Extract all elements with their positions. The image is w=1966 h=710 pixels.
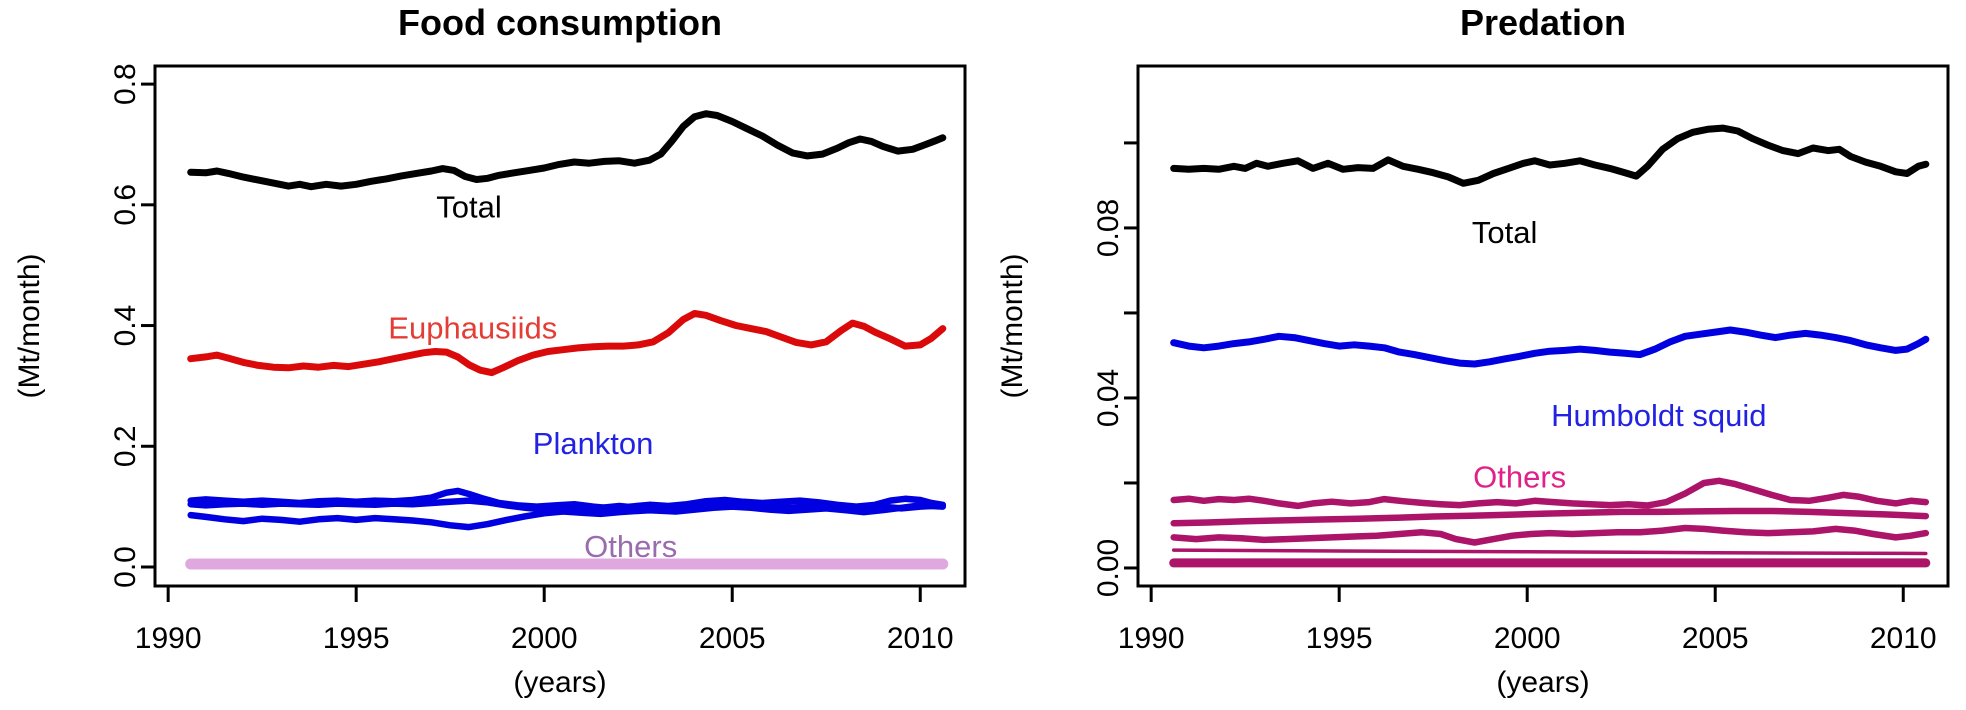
series-line-others-4 xyxy=(1171,548,1928,556)
series-line-others-1 xyxy=(1170,477,1930,510)
series-line-humboldt-squid xyxy=(1170,326,1930,368)
x-tick-label: 1995 xyxy=(1306,622,1373,655)
y-tick-label: 0.8 xyxy=(109,63,142,105)
food-consumption-title: Food consumption xyxy=(398,2,722,43)
y-tick-label: 0.0 xyxy=(109,546,142,588)
y-tick-label: 0.08 xyxy=(1092,199,1125,257)
y-tick-label: 0.2 xyxy=(109,425,142,467)
predation-panel: Predation (Mt/month) 0.00 0.04 0.08 1990 199… xyxy=(983,0,1966,710)
x-tick-label: 2010 xyxy=(1870,622,1937,655)
series-line-euphausiids xyxy=(187,310,947,377)
x-tick-label: 2005 xyxy=(699,622,766,655)
x-tick-label: 2000 xyxy=(511,622,578,655)
x-tick-label: 2010 xyxy=(887,622,954,655)
plot-frame xyxy=(153,64,967,588)
series-line-total xyxy=(187,110,947,191)
series-label-humboldt-squid: Humboldt squid xyxy=(1551,398,1766,433)
series-label-plankton: Plankton xyxy=(533,426,654,461)
plot-frame xyxy=(1136,64,1950,588)
series-label-total: Total xyxy=(1472,215,1537,250)
y-tick-label: 0.04 xyxy=(1092,369,1125,427)
y-tick-label: 0.6 xyxy=(109,184,142,226)
x-tick-label: 1990 xyxy=(1118,622,1185,655)
y-tick-label: 0.00 xyxy=(1092,539,1125,597)
y-tick-label: 0.4 xyxy=(109,305,142,347)
x-tick-label: 1990 xyxy=(135,622,202,655)
x-tick-label: 1995 xyxy=(323,622,390,655)
predation-x-axis-label: (years) xyxy=(1496,666,1590,699)
food-chart-svg: 0.0 0.2 0.4 0.6 0.8 1990 1995 2000 2005 2010 Total… xyxy=(109,63,967,655)
series-label-others: Others xyxy=(1473,460,1566,495)
series-line-plankton-3 xyxy=(187,502,947,531)
predation-title: Predation xyxy=(1459,2,1627,43)
x-tick-label: 2000 xyxy=(1494,622,1561,655)
series-line-others-3 xyxy=(1170,524,1930,546)
series-line-others-2 xyxy=(1170,507,1930,527)
predation-chart-svg: 0.00 0.04 0.08 1990 1995 2000 2005 2010 Total Hum… xyxy=(1092,64,1950,655)
series-label-euphausiids: Euphausiids xyxy=(388,310,557,345)
food-consumption-panel: Food consumption (Mt/month) 0.0 0.2 0.4 0.6… xyxy=(13,2,967,699)
x-tick-label: 2005 xyxy=(1682,622,1749,655)
series-label-total: Total xyxy=(436,190,501,225)
series-label-others: Others xyxy=(584,529,677,564)
series-line-total xyxy=(1170,124,1930,187)
food-x-axis-label: (years) xyxy=(513,666,607,699)
